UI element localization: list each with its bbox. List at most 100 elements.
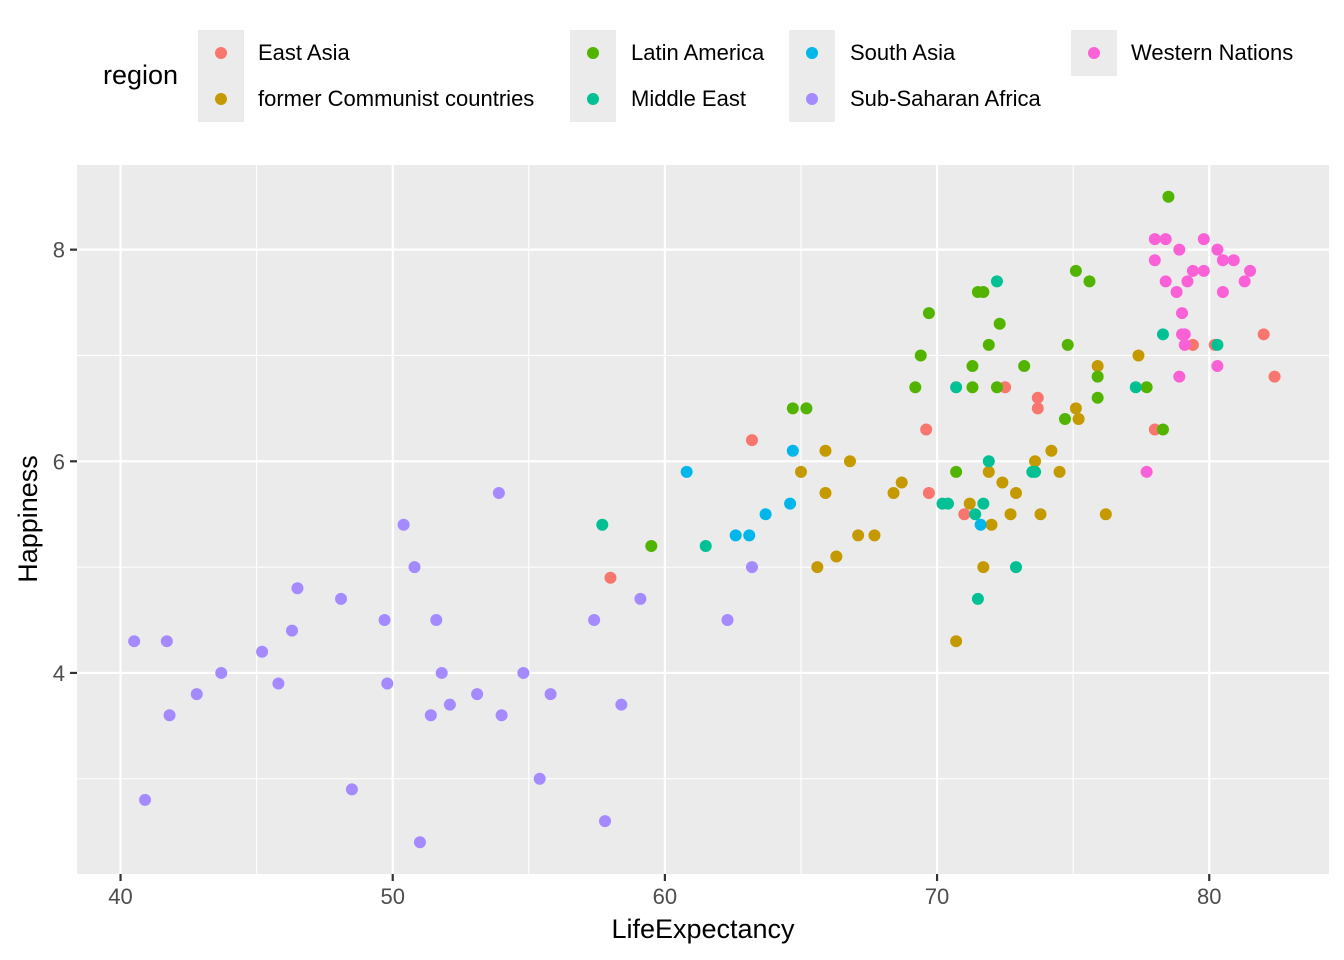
data-point	[1029, 455, 1042, 468]
data-point	[1034, 508, 1047, 521]
data-point	[1197, 264, 1210, 277]
data-point	[977, 497, 990, 510]
data-point	[990, 275, 1003, 288]
y-tick-label: 6	[53, 449, 65, 474]
legend-key	[570, 76, 616, 122]
data-point	[743, 529, 756, 542]
data-point	[1083, 275, 1096, 288]
data-point	[588, 614, 601, 627]
data-point	[1173, 243, 1186, 256]
data-point	[596, 518, 609, 531]
data-point	[852, 529, 865, 542]
data-point	[887, 487, 900, 500]
x-tick-label: 50	[380, 884, 404, 909]
data-point	[745, 561, 758, 574]
data-point	[128, 635, 141, 648]
data-point	[615, 698, 628, 711]
data-point	[286, 624, 299, 637]
x-tick-label: 60	[653, 884, 677, 909]
data-point	[971, 592, 984, 605]
legend-dot	[215, 93, 227, 105]
data-point	[1061, 338, 1074, 351]
data-point	[922, 307, 935, 320]
y-tick-label: 8	[53, 238, 65, 263]
data-point	[1058, 412, 1071, 425]
data-point	[977, 285, 990, 298]
data-point	[1173, 370, 1186, 383]
data-point	[424, 709, 437, 722]
legend-title: region	[103, 60, 179, 90]
data-point	[993, 317, 1006, 330]
data-point	[1211, 338, 1224, 351]
x-tick-label: 70	[925, 884, 949, 909]
data-point	[215, 666, 228, 679]
legend-key	[789, 76, 835, 122]
legend-dot	[806, 47, 818, 59]
data-point	[1091, 360, 1104, 373]
data-point	[914, 349, 927, 362]
data-point	[1091, 391, 1104, 404]
legend-key	[1071, 30, 1117, 76]
data-point	[1031, 402, 1044, 415]
legend-key	[198, 30, 244, 76]
data-point	[819, 444, 832, 457]
data-point	[1029, 465, 1042, 478]
data-point	[1244, 264, 1257, 277]
data-point	[435, 666, 448, 679]
data-point	[895, 476, 908, 489]
data-point	[868, 529, 881, 542]
data-point	[1216, 254, 1229, 267]
data-point	[1069, 402, 1082, 415]
data-point	[745, 434, 758, 447]
data-point	[1162, 190, 1175, 203]
x-axis-label: LifeExpectancy	[611, 914, 795, 944]
data-point	[830, 550, 843, 563]
data-point	[381, 677, 394, 690]
data-point	[1156, 328, 1169, 341]
data-point	[966, 381, 979, 394]
data-point	[729, 529, 742, 542]
legend-label: Western Nations	[1131, 40, 1294, 65]
x-tick-label: 80	[1197, 884, 1221, 909]
data-point	[1045, 444, 1058, 457]
data-point	[1018, 360, 1031, 373]
legend-label: Latin America	[631, 40, 765, 65]
data-point	[941, 497, 954, 510]
data-point	[378, 614, 391, 627]
data-point	[1159, 233, 1172, 246]
data-point	[1140, 381, 1153, 394]
data-point	[1004, 508, 1017, 521]
legend-dot	[215, 47, 227, 59]
data-point	[1181, 275, 1194, 288]
data-point	[291, 582, 304, 595]
data-point	[1132, 349, 1145, 362]
data-point	[819, 487, 832, 500]
legend-label: Middle East	[631, 86, 746, 111]
legend-key	[198, 76, 244, 122]
data-point	[345, 783, 358, 796]
data-point	[544, 688, 557, 701]
legend-dot	[587, 47, 599, 59]
data-point	[1099, 508, 1112, 521]
data-point	[1010, 487, 1022, 500]
data-point	[1053, 465, 1066, 478]
plot-panel	[77, 165, 1329, 874]
data-point	[1010, 561, 1022, 574]
data-point	[966, 360, 979, 373]
data-point	[985, 518, 998, 531]
y-axis-label: Happiness	[13, 455, 43, 583]
data-point	[800, 402, 813, 415]
data-point	[811, 561, 824, 574]
data-point	[843, 455, 856, 468]
legend-dot	[1088, 47, 1100, 59]
data-point	[1129, 381, 1142, 394]
data-point	[160, 635, 173, 648]
data-point	[1178, 338, 1191, 351]
data-point	[922, 487, 935, 500]
data-point	[958, 508, 971, 521]
data-point	[1227, 254, 1240, 267]
data-point	[272, 677, 285, 690]
legend-dot	[806, 93, 818, 105]
data-point	[492, 487, 505, 500]
